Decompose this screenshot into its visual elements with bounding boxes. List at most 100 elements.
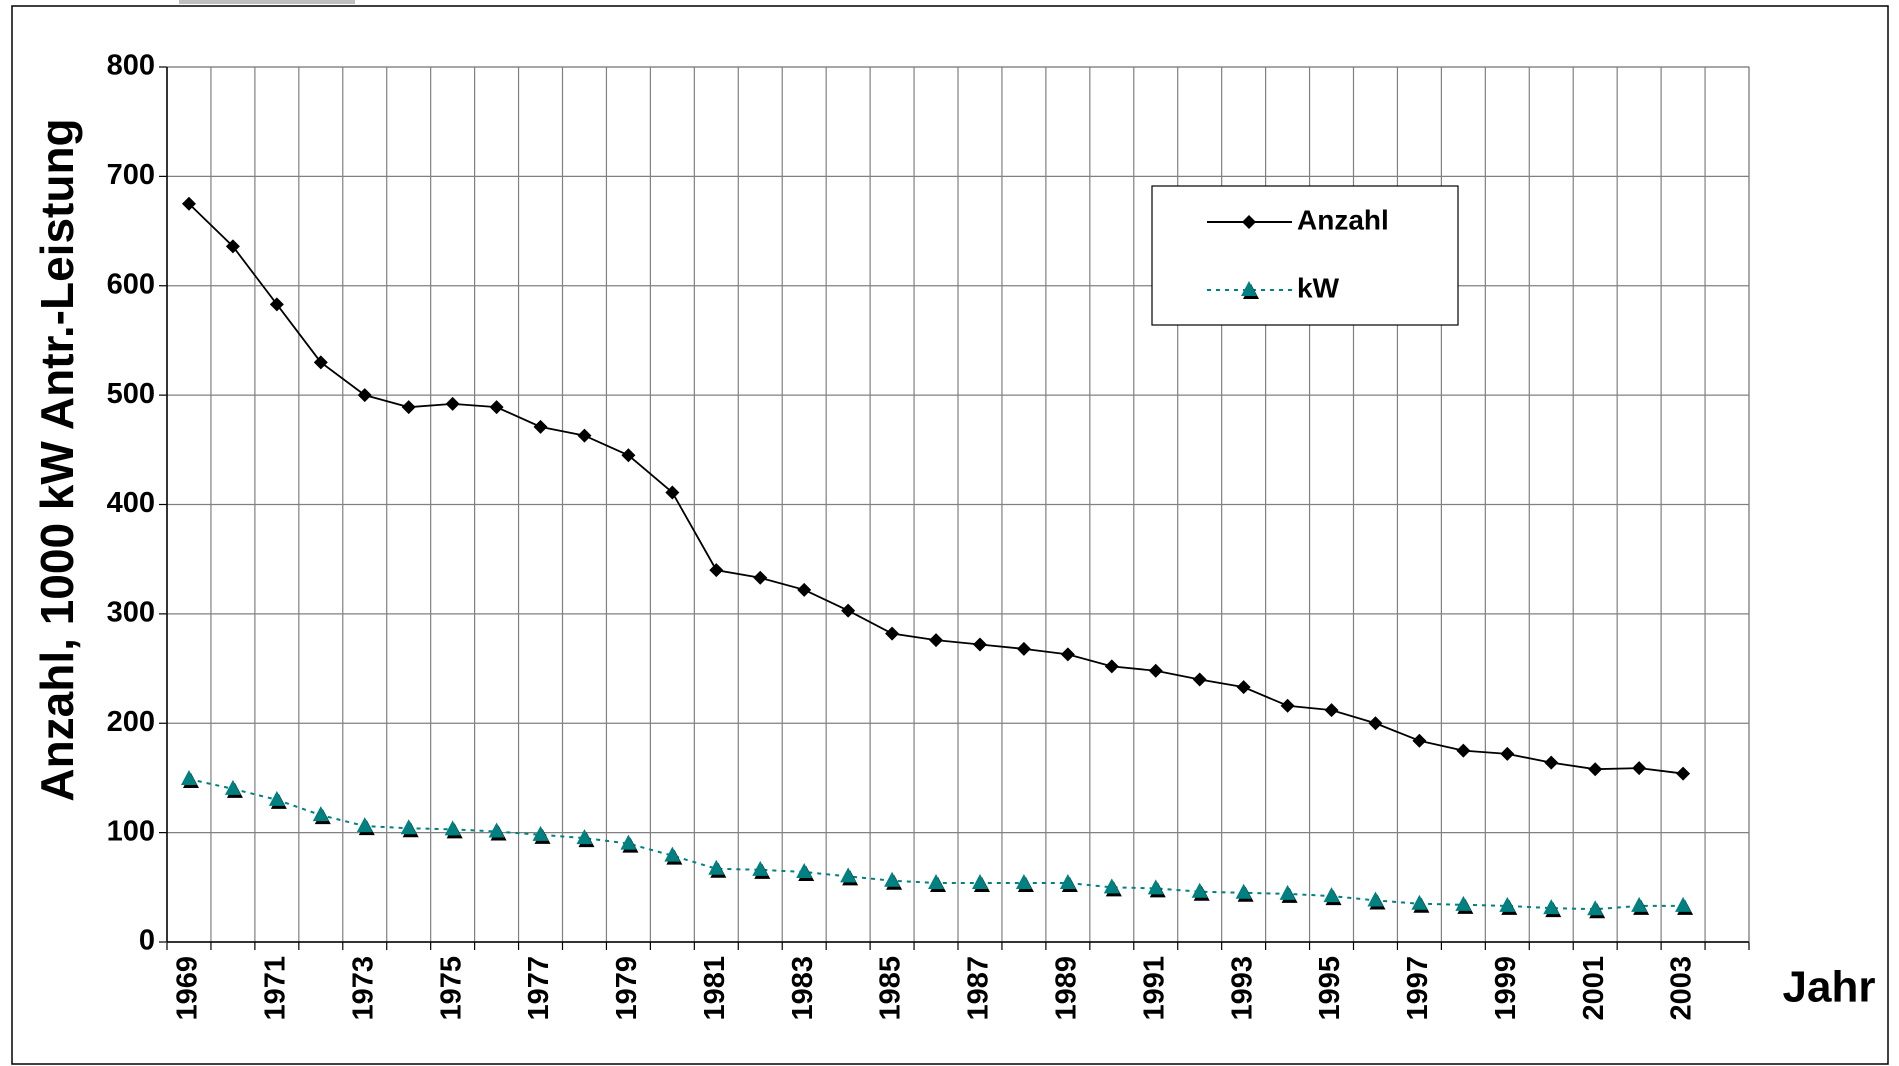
marker [1242,215,1256,229]
x-tick-label: 1969 [172,956,204,1021]
legend-label: kW [1297,272,1340,303]
marker [224,779,241,795]
y-tick-label: 500 [107,378,155,410]
marker [1368,716,1383,731]
marker [972,637,987,652]
marker [664,846,681,862]
marker [400,819,417,835]
marker [532,825,549,841]
x-tick-label: 1993 [1226,956,1258,1021]
marker [1016,641,1031,656]
x-tick-label: 1999 [1490,956,1522,1021]
marker [1241,281,1257,296]
y-tick-label: 600 [107,268,155,300]
marker [313,355,328,370]
marker [489,400,504,415]
x-tick-label: 2003 [1666,956,1698,1021]
marker [1191,882,1208,898]
x-tick-label: 1981 [699,956,731,1021]
marker [884,871,901,887]
marker [620,834,637,850]
x-tick-label: 1989 [1051,956,1083,1021]
marker [1543,899,1560,915]
y-tick-label: 700 [107,159,155,191]
x-axis-label: Jahr [1783,963,1876,1012]
legend-label: Anzahl [1297,204,1389,235]
marker [1103,878,1120,894]
y-tick-label: 300 [107,597,155,629]
marker [1147,879,1164,895]
marker [1456,743,1471,758]
marker [1631,896,1648,912]
x-tick-label: 1987 [963,956,995,1021]
marker [357,388,372,403]
marker [1675,896,1692,912]
x-tick-label: 1997 [1402,956,1434,1021]
x-tick-label: 1995 [1314,956,1346,1021]
y-tick-label: 100 [107,815,155,847]
x-tick-label: 1973 [347,956,379,1021]
y-axis-label: Anzahl, 1000 kW Antr.-Leistung [31,118,83,801]
marker [1236,680,1251,695]
marker [665,485,680,500]
marker [708,859,725,875]
marker [1499,896,1516,912]
series-line [188,203,1684,775]
marker [1588,762,1603,777]
marker [841,603,856,618]
y-tick-label: 200 [107,706,155,738]
marker [1544,755,1559,770]
marker [533,419,548,434]
marker [928,873,945,889]
marker [1455,895,1472,911]
marker [401,400,416,415]
marker [180,770,197,786]
marker [1279,884,1296,900]
marker [1060,647,1075,662]
x-tick-label: 1991 [1138,956,1170,1021]
marker [797,582,812,597]
marker [709,563,724,578]
x-tick-label: 1975 [435,956,467,1021]
marker [1676,766,1691,781]
marker [444,820,461,836]
marker [1411,894,1428,910]
marker [929,633,944,648]
chart-frame [11,5,1889,1065]
y-tick-label: 800 [107,50,155,82]
y-tick-label: 0 [139,925,155,957]
marker [269,297,284,312]
x-tick-label: 1977 [523,956,555,1021]
marker [1015,873,1032,889]
marker [1587,900,1604,916]
x-tick-label: 1985 [875,956,907,1021]
x-tick-label: 2001 [1578,956,1610,1021]
marker [885,626,900,641]
marker [225,239,240,254]
marker [753,570,768,585]
marker [1235,883,1252,899]
marker [752,860,769,876]
legend-box [1151,185,1459,326]
marker [1632,761,1647,776]
marker [577,428,592,443]
marker [1500,746,1515,761]
marker [971,873,988,889]
y-tick-label: 400 [107,487,155,519]
marker [268,790,285,806]
marker [621,448,636,463]
marker [1192,672,1207,687]
x-tick-label: 1979 [611,956,643,1021]
marker [1323,887,1340,903]
marker [1104,659,1119,674]
marker [840,867,857,883]
marker [356,817,373,833]
marker [1280,698,1295,713]
marker [576,829,593,845]
marker [1324,703,1339,718]
marker [445,396,460,411]
marker [181,196,196,211]
marker [1367,891,1384,907]
